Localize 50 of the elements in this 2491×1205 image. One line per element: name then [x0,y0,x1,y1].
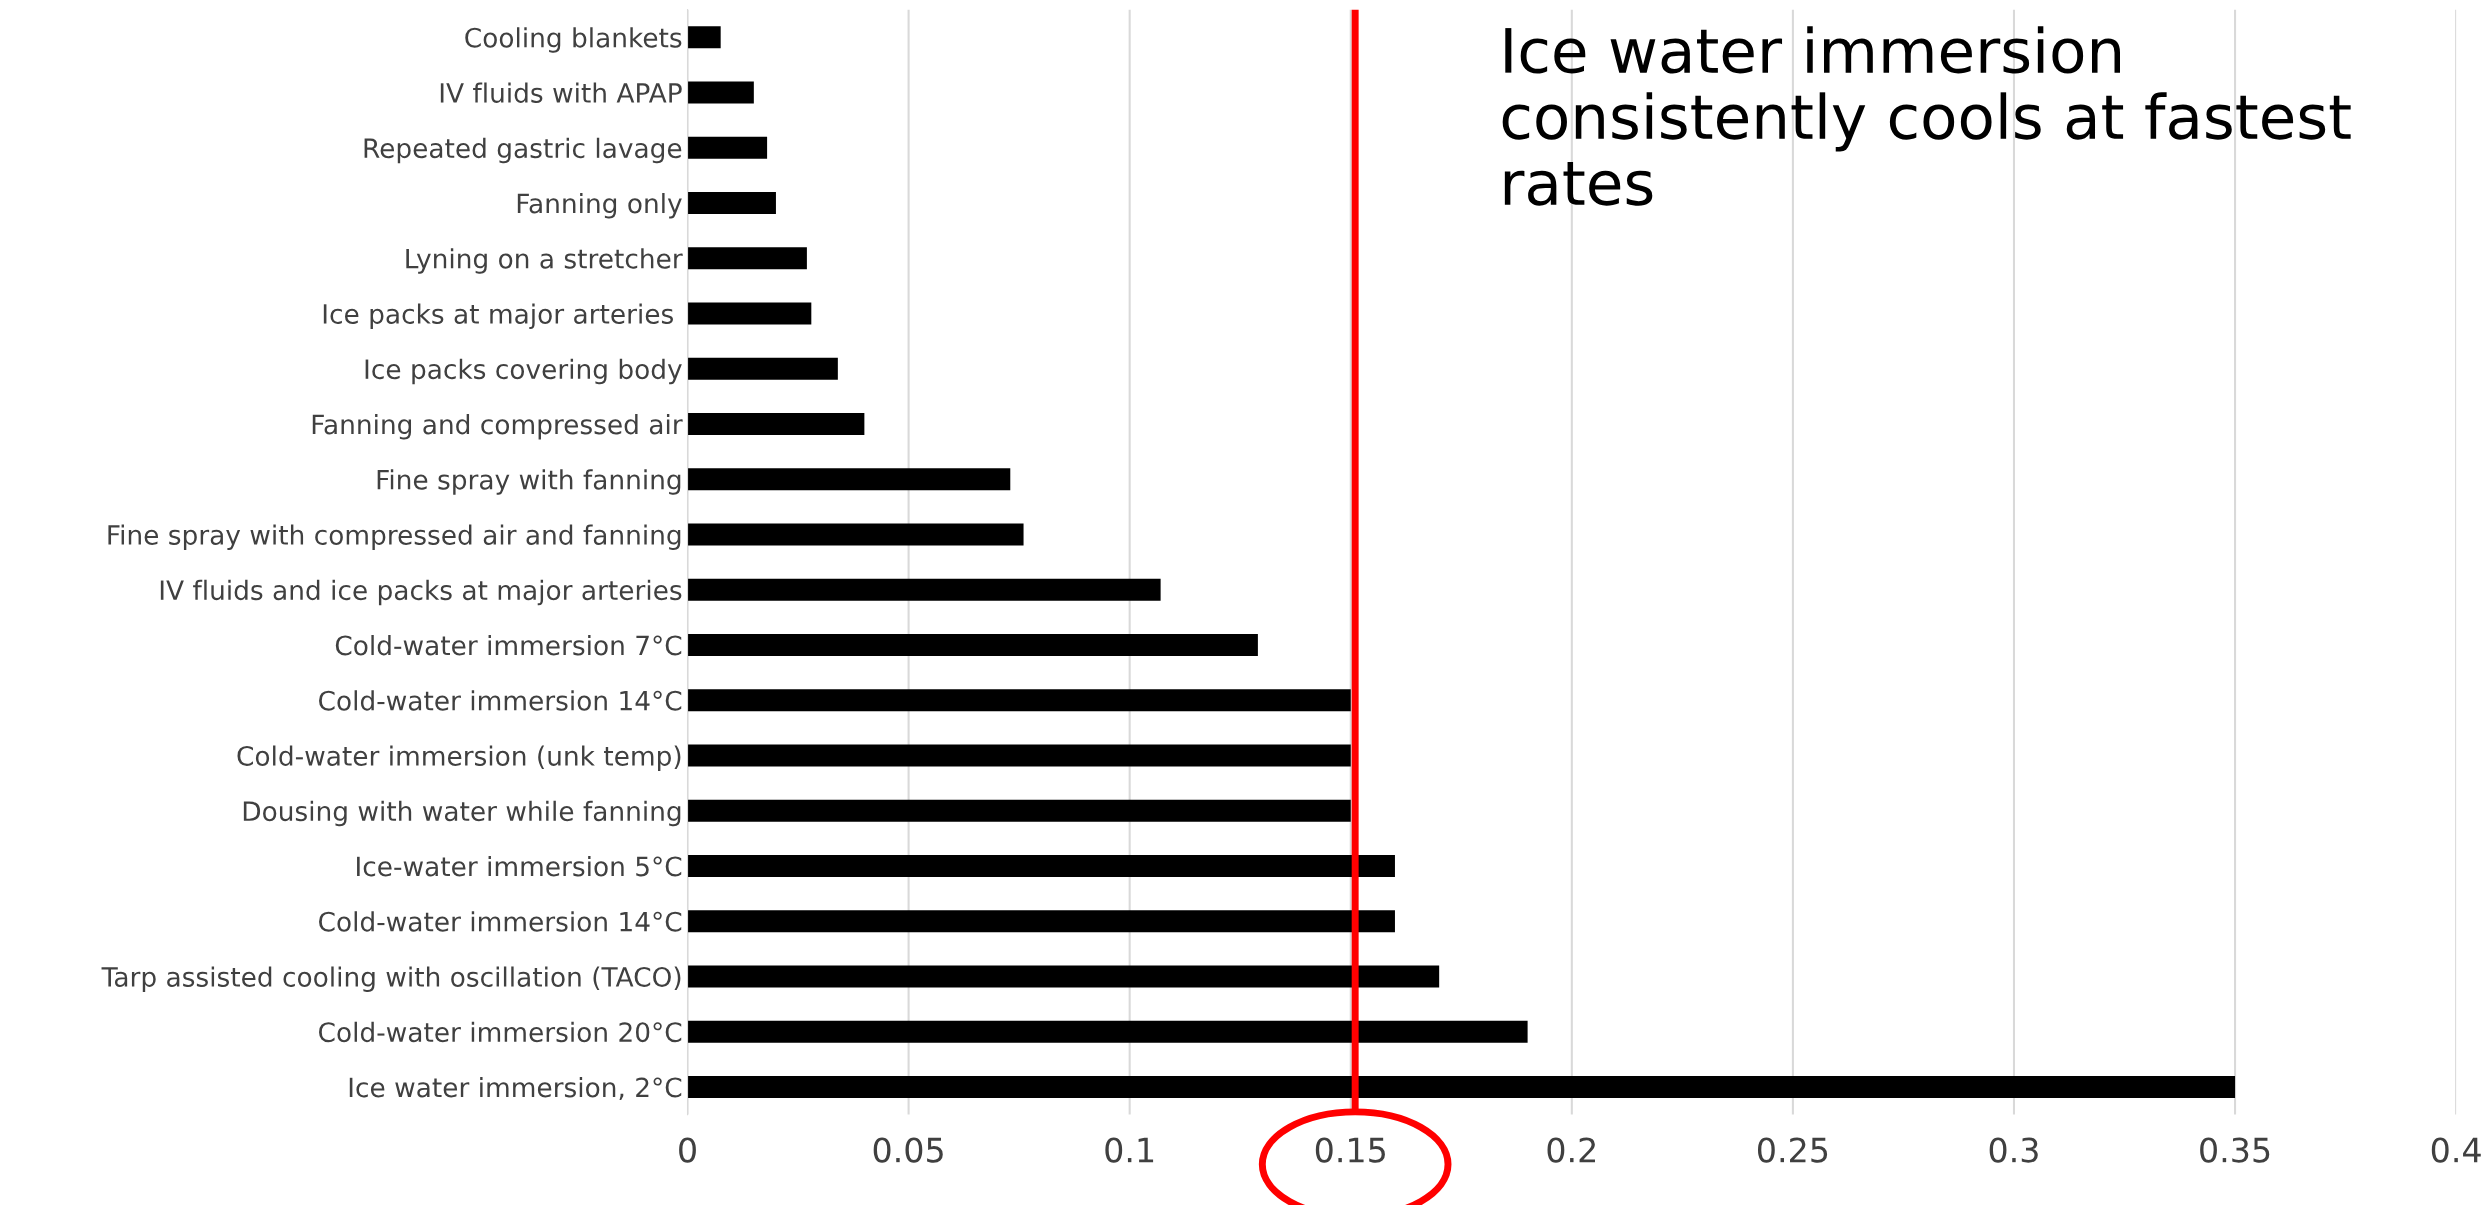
y-tick-label: Fanning and compressed air [312,413,683,440]
y-tick-label: IV fluids and ice packs at major arteries [160,579,682,606]
y-tick-label: Cold-water immersion 14°C [319,911,682,932]
bar [687,910,1395,933]
y-tick-label: Cold-water immersion 7°C [335,634,682,656]
y-tick-label: Cold-water immersion 20°C [319,1021,682,1043]
x-tick-label: 0.15 [1315,1137,1385,1163]
bar [687,302,812,325]
y-tick-label: IV fluids with APAP [440,82,682,103]
x-tick-label: 0.25 [1757,1137,1828,1163]
bar [687,357,838,380]
bar [687,744,1351,767]
bar [687,26,721,49]
y-tick-label: Ice packs at major arteries [323,303,673,330]
bar [687,81,754,104]
bar [687,965,1440,988]
y-tick-label: Fine spray with fanning [377,469,681,495]
x-tick-label: 0.2 [1547,1137,1595,1163]
annotation: Ice water immersion consistently cools at fastest rates [1502,26,2351,206]
bar [687,1020,1528,1043]
y-tick-label: Cooling blankets [465,27,682,53]
y-tick-label: Cold-water immersion 14°C [319,690,682,711]
bar [687,689,1351,712]
x-tick-label: 0.05 [873,1137,943,1163]
bar [687,412,865,436]
bar [687,854,1395,878]
y-tick-label: Ice-water immersion 5°C [357,855,682,877]
bar [687,468,1011,491]
x-tick-label: 0.35 [2200,1137,2270,1163]
bar [687,523,1024,546]
bar [687,578,1161,601]
bar [687,191,776,215]
y-tick-label: Repeated gastric lavage [364,137,682,164]
y-tick-label: Lyning on a stretcher [406,248,683,274]
bar [687,136,768,159]
y-tick-label: Fine spray with compressed air and fanning [108,524,681,551]
bar [687,247,807,270]
x-tick-label: 0 [679,1137,696,1163]
bar [687,633,1258,657]
x-tick-label: 0.4 [2431,1137,2481,1163]
y-tick-label: Ice water immersion, 2°C [349,1076,682,1101]
x-tick-label: 0.1 [1105,1137,1154,1163]
y-tick-label: Cold-water immersion (unk temp) [237,745,681,772]
y-tick-label: Dousing with water while fanning [243,800,681,827]
bar [687,799,1351,822]
y-tick-label: Fanning only [517,192,682,219]
y-tick-label: Ice packs covering body [365,358,682,385]
y-tick-label: Tarp assisted cooling with oscillation (TACO) [101,966,681,993]
x-tick-label: 0.3 [1989,1137,2038,1163]
bar [687,1075,2236,1099]
